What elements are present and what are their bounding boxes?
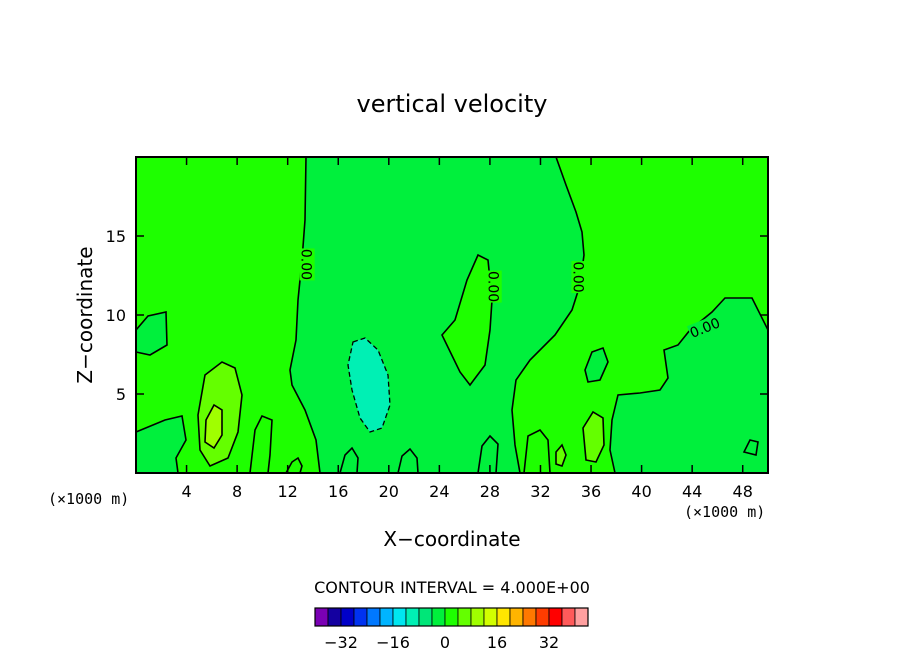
contour-four-line-3 <box>555 443 567 468</box>
colorbar-tick-label: 16 <box>487 633 507 652</box>
contour-minus-four-line <box>347 337 391 433</box>
colorbar-swatch <box>379 607 394 627</box>
contour-label-bg <box>299 248 315 281</box>
region-notch-center <box>442 255 492 385</box>
contour-four-line-1 <box>197 361 243 468</box>
colorbar-swatch <box>548 607 563 627</box>
x-tick-label: 44 <box>682 482 702 501</box>
contour-label: 0.00 <box>569 261 585 292</box>
colorbar-swatch <box>392 607 407 627</box>
colorbar-tick-label: −32 <box>324 633 358 652</box>
x-axis-label: X−coordinate <box>383 527 520 551</box>
contour-zero-line-6 <box>135 415 187 474</box>
y-tick-label: 5 <box>116 385 126 404</box>
contour-interval-label: CONTOUR INTERVAL = 4.000E+00 <box>314 578 590 597</box>
colorbar-swatch <box>431 607 446 627</box>
y-axis: 5 10 15 <box>106 227 768 404</box>
colorbar-swatch <box>405 607 420 627</box>
colorbar-frame <box>314 607 589 627</box>
contour-zero-bump-6 <box>285 456 303 474</box>
contour-label-bg <box>486 270 502 303</box>
y-tick-label: 10 <box>106 306 126 325</box>
colorbar-swatch <box>457 607 472 627</box>
contour-zero-bump-4 <box>477 434 499 474</box>
colorbar-swatch <box>314 607 329 627</box>
x-tick-label: 48 <box>733 482 753 501</box>
x-tick-label: 20 <box>379 482 399 501</box>
contour-zero-line-4 <box>609 297 769 474</box>
contour-eight-line-1 <box>204 403 223 450</box>
x-tick-label: 28 <box>480 482 500 501</box>
colorbar-swatch <box>509 607 524 627</box>
colorbar-tick-label: 0 <box>440 633 450 652</box>
contour-zero-bump-5 <box>523 428 551 474</box>
contour-zero-line-2 <box>511 156 585 474</box>
contour-zero-line-5 <box>135 311 168 356</box>
colorbar-tick-label: −16 <box>376 633 410 652</box>
colorbar-swatch <box>561 607 576 627</box>
contour-label-bg <box>686 314 723 341</box>
colorbar-swatch <box>340 607 355 627</box>
colorbar-swatch <box>574 607 589 627</box>
colorbar-swatch <box>444 607 459 627</box>
x-axis: 4 8 12 16 20 24 28 32 36 40 44 48 <box>181 157 753 501</box>
x-tick-label: 36 <box>581 482 601 501</box>
region-weak-downdraft-right <box>610 298 768 473</box>
colorbar-swatch <box>483 607 498 627</box>
contour-zero-line-7 <box>584 346 609 383</box>
contour-label: 0.00 <box>485 271 501 302</box>
contour-zero-bump-3 <box>397 447 419 474</box>
x-tick-label: 12 <box>278 482 298 501</box>
x-tick-label: 24 <box>429 482 449 501</box>
colorbar-swatch <box>353 607 368 627</box>
contour-zero-bump-1 <box>249 414 273 474</box>
chart-title: vertical velocity <box>357 90 548 118</box>
colorbar-swatch <box>366 607 381 627</box>
region-moderate-downdraft <box>348 338 390 432</box>
colorbar-tick-label: 32 <box>539 633 559 652</box>
colorbar <box>314 607 589 627</box>
y-axis-label: Z−coordinate <box>73 246 97 383</box>
colorbar-swatch <box>522 607 537 627</box>
contour-zero-bump-2 <box>339 446 359 474</box>
x-tick-label: 40 <box>631 482 651 501</box>
colorbar-swatch <box>470 607 485 627</box>
x-tick-label: 8 <box>232 482 242 501</box>
x-tick-label: 16 <box>328 482 348 501</box>
contour-label: 0.00 <box>298 249 314 280</box>
colorbar-swatch <box>496 607 511 627</box>
colorbar-ticks: −32 −16 0 16 32 <box>324 633 559 652</box>
contour-zero-line-1 <box>289 156 321 474</box>
y-axis-unit: (×1000 m) <box>48 490 129 508</box>
x-tick-label: 4 <box>181 482 191 501</box>
colorbar-swatch <box>418 607 433 627</box>
contour-label-bg <box>571 261 587 294</box>
x-axis-unit: (×1000 m) <box>684 503 765 521</box>
contour-zero-bump-7 <box>742 439 759 456</box>
contour-four-line-2 <box>582 410 605 463</box>
y-tick-label: 15 <box>106 227 126 246</box>
region-weak-downdraft-left <box>136 312 167 355</box>
region-weak-downdraft-lowleft <box>136 416 186 473</box>
colorbar-swatch <box>327 607 342 627</box>
x-tick-label: 32 <box>530 482 550 501</box>
region-updraft-left-core <box>205 405 222 448</box>
plot-area: 0.000.00 0.000.00 <box>135 156 769 474</box>
region-updraft-right <box>583 412 604 462</box>
colorbar-swatch <box>535 607 550 627</box>
